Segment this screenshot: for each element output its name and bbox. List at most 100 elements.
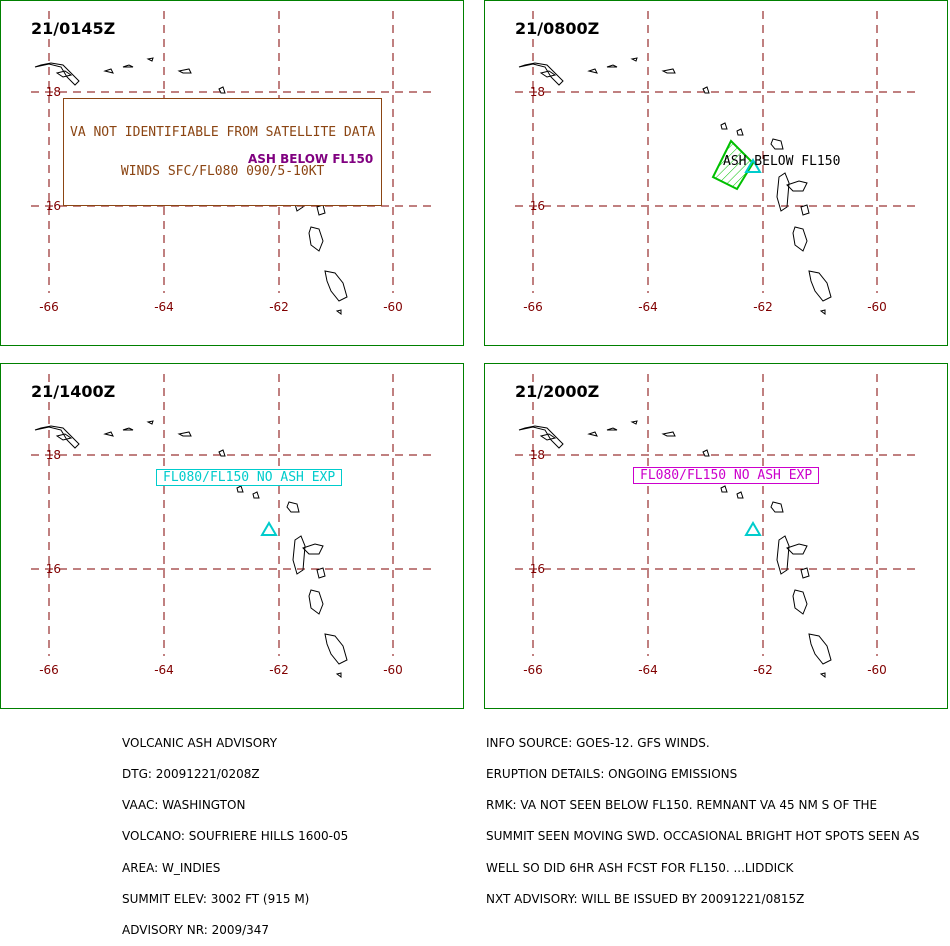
advisory-remarks-text: INFO SOURCE: GOES-12. GFS WINDS. ERUPTIO… bbox=[486, 717, 920, 915]
coastline bbox=[702, 449, 710, 457]
coastline bbox=[308, 589, 324, 615]
coastline bbox=[808, 633, 832, 665]
coastline bbox=[606, 64, 618, 68]
coastline bbox=[702, 86, 710, 94]
coastline bbox=[770, 138, 784, 150]
volcano-triangle-icon bbox=[744, 521, 762, 536]
ash-label: ASH BELOW FL150 bbox=[723, 154, 841, 169]
coastline bbox=[236, 485, 244, 493]
volcano-triangle-icon bbox=[744, 158, 762, 173]
lon-label: -64 bbox=[638, 300, 658, 314]
advisory-line: AREA: W_INDIES bbox=[122, 860, 221, 875]
coastline bbox=[286, 501, 300, 513]
coastline bbox=[55, 70, 73, 78]
coastline bbox=[122, 64, 134, 68]
coastline bbox=[539, 70, 557, 78]
advisory-line: RMK: VA NOT SEEN BELOW FL150. REMNANT VA… bbox=[486, 798, 878, 813]
coastline bbox=[316, 204, 326, 216]
lon-label: -60 bbox=[867, 663, 887, 677]
lon-label: -66 bbox=[39, 663, 59, 677]
coastline bbox=[630, 57, 638, 62]
advisory-line: VOLCANIC ASH ADVISORY bbox=[122, 735, 278, 750]
advisory-header-text: VOLCANIC ASH ADVISORY DTG: 20091221/0208… bbox=[122, 717, 348, 946]
lat-label: 18 bbox=[46, 85, 61, 99]
lon-label: -66 bbox=[523, 663, 543, 677]
no-ash-box: FL080/FL150 NO ASH EXP bbox=[633, 467, 820, 484]
panel-time: 21/0145Z bbox=[31, 19, 116, 38]
coastline bbox=[587, 68, 598, 74]
coastline bbox=[786, 180, 808, 192]
coastline bbox=[776, 172, 790, 212]
coastline bbox=[720, 122, 728, 130]
lon-label: -62 bbox=[753, 663, 773, 677]
lon-label: -64 bbox=[154, 300, 174, 314]
map-canvas: -66 -64 -62 -60 18 16 bbox=[515, 11, 915, 315]
coastline bbox=[324, 633, 348, 665]
lon-label: -62 bbox=[753, 300, 773, 314]
lon-label: -60 bbox=[383, 300, 403, 314]
panel-time: 21/2000Z bbox=[515, 382, 600, 401]
panel-time: 21/1400Z bbox=[31, 382, 116, 401]
lat-label: 18 bbox=[46, 448, 61, 462]
ash-area bbox=[711, 139, 755, 191]
note-line-1: VA NOT IDENTIFIABLE FROM SATELLITE DATA bbox=[70, 125, 376, 140]
coastline bbox=[736, 128, 744, 136]
lon-label: -66 bbox=[523, 300, 543, 314]
coastline bbox=[146, 57, 154, 62]
coastline bbox=[819, 309, 826, 315]
lon-label: -66 bbox=[39, 300, 59, 314]
lat-label: 18 bbox=[530, 85, 545, 99]
coastline bbox=[606, 427, 618, 431]
coastline bbox=[55, 433, 73, 441]
coastline bbox=[34, 62, 80, 86]
coastline bbox=[324, 270, 348, 302]
coastline bbox=[661, 431, 676, 437]
coastline bbox=[252, 491, 260, 499]
coastline bbox=[587, 431, 598, 437]
coastline bbox=[308, 226, 324, 252]
lat-label: 16 bbox=[530, 562, 545, 576]
coastline bbox=[103, 68, 114, 74]
coastline bbox=[146, 420, 154, 425]
lon-label: -60 bbox=[867, 300, 887, 314]
map-canvas: -66 -64 -62 -60 18 16 bbox=[515, 374, 915, 678]
advisory-line: WELL SO DID 6HR ASH FCST FOR FL150. ...L… bbox=[486, 860, 794, 875]
advisory-line: SUMMIT ELEV: 3002 FT (915 M) bbox=[122, 891, 310, 906]
volcano-triangle-icon bbox=[260, 521, 278, 536]
ash-label: ASH BELOW FL150 bbox=[248, 152, 374, 166]
coastline bbox=[800, 204, 810, 216]
map-panel-3: -66 -64 -62 -60 18 16 21/1400Z FL080/FL150 NO… bbox=[0, 363, 464, 709]
coastline bbox=[792, 589, 808, 615]
lon-label: -64 bbox=[638, 663, 658, 677]
advisory-line: INFO SOURCE: GOES-12. GFS WINDS. bbox=[486, 735, 710, 750]
coastline bbox=[808, 270, 832, 302]
map-panel-1: -66 -64 -62 -60 18 16 21/0145Z VA NOT IDENTIF… bbox=[0, 0, 464, 346]
map-canvas: -66 -64 -62 -60 18 16 bbox=[31, 374, 431, 678]
coastline bbox=[302, 543, 324, 555]
advisory-line: NXT ADVISORY: WILL BE ISSUED BY 20091221… bbox=[486, 891, 805, 906]
panel-time: 21/0800Z bbox=[515, 19, 600, 38]
advisory-line: SUMMIT SEEN MOVING SWD. OCCASIONAL BRIGH… bbox=[486, 829, 920, 844]
coastline bbox=[335, 672, 342, 678]
coastline bbox=[819, 672, 826, 678]
coastline bbox=[786, 543, 808, 555]
advisory-line: DTG: 20091221/0208Z bbox=[122, 767, 260, 782]
advisory-note-box: VA NOT IDENTIFIABLE FROM SATELLITE DATA … bbox=[63, 98, 383, 206]
coastline bbox=[218, 86, 226, 94]
map-panel-2: -66 -64 -62 -60 18 16 21/0800Z ASH BELOW FL15… bbox=[484, 0, 948, 346]
coastline bbox=[776, 535, 790, 575]
advisory-line: VAAC: WASHINGTON bbox=[122, 798, 246, 813]
coastline bbox=[792, 226, 808, 252]
coastline bbox=[316, 567, 326, 579]
lat-label: 18 bbox=[530, 448, 545, 462]
lon-label: -62 bbox=[269, 300, 289, 314]
coastline bbox=[736, 491, 744, 499]
coastline bbox=[103, 431, 114, 437]
lon-label: -62 bbox=[269, 663, 289, 677]
coastline bbox=[720, 485, 728, 493]
lon-label: -64 bbox=[154, 663, 174, 677]
lat-label: 16 bbox=[530, 199, 545, 213]
map-panel-4: -66 -64 -62 -60 18 16 21/2000Z FL080/FL150 NO… bbox=[484, 363, 948, 709]
lat-label: 16 bbox=[46, 199, 61, 213]
coastline bbox=[34, 425, 80, 449]
